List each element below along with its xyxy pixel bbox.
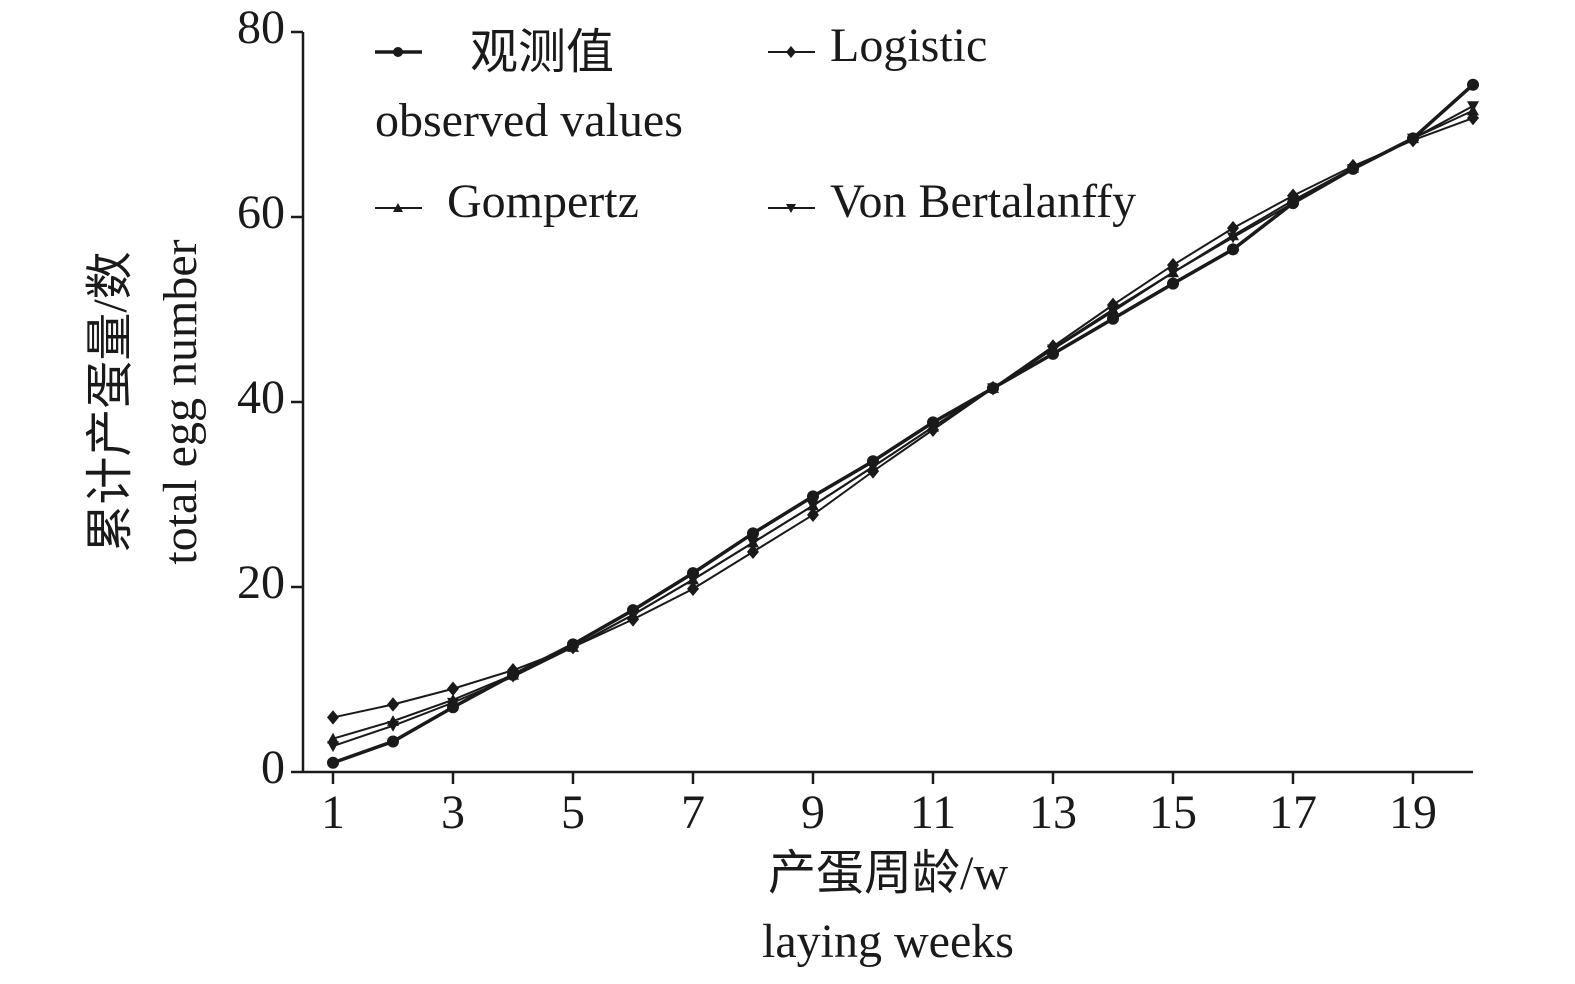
x-tick-label: 19 [1389, 786, 1437, 839]
data-point [327, 710, 339, 725]
legend-label: Gompertz [447, 175, 639, 228]
data-point [1227, 243, 1239, 256]
data-point [447, 681, 459, 696]
data-point [1107, 312, 1119, 325]
data-point [387, 720, 399, 732]
data-point [687, 581, 699, 597]
data-point [1347, 164, 1359, 175]
data-point [1227, 232, 1239, 244]
data-point [747, 527, 759, 540]
data-point [327, 741, 339, 753]
data-point [1467, 78, 1479, 91]
data-point [687, 574, 699, 586]
data-point [1167, 277, 1179, 290]
data-point [327, 732, 339, 744]
data-point [807, 507, 819, 523]
x-tick-label: 1 [321, 786, 345, 839]
data-point [1227, 220, 1239, 236]
data-point [1167, 267, 1179, 279]
data-point [1107, 306, 1119, 318]
legend-label: 观测值 [470, 26, 614, 79]
y-tick-label: 60 [237, 186, 285, 239]
series-line [332, 105, 1474, 748]
data-point [987, 383, 999, 395]
data-point [747, 537, 759, 549]
data-point [807, 490, 819, 503]
legend-marker [786, 46, 796, 58]
x-axis-label: 产蛋周龄/w [768, 847, 1008, 900]
data-point [1287, 198, 1299, 210]
data-point [567, 642, 579, 654]
data-point [1467, 110, 1479, 126]
data-point [327, 756, 339, 769]
x-tick-label: 7 [681, 786, 705, 839]
legend-label: observed values [375, 94, 683, 147]
data-point [1407, 133, 1419, 145]
legend-marker [786, 204, 796, 213]
data-point [387, 697, 399, 712]
y-tick-label: 20 [237, 556, 285, 609]
y-axis-label: total egg number [154, 239, 207, 564]
series-line [332, 117, 1474, 719]
data-point [387, 735, 399, 748]
x-axis-label: laying weeks [762, 915, 1014, 968]
data-point [507, 671, 519, 683]
x-tick-label: 15 [1149, 786, 1197, 839]
legend-label: Von Bertalanffy [830, 175, 1136, 228]
data-point [627, 609, 639, 621]
x-tick-label: 17 [1269, 786, 1317, 839]
data-point [747, 544, 759, 560]
y-axis-label: 累计产蛋量/数 [84, 251, 137, 552]
data-point [867, 461, 879, 473]
x-tick-label: 11 [910, 786, 956, 839]
x-tick-label: 9 [801, 786, 825, 839]
y-tick-label: 80 [237, 1, 285, 54]
data-point [447, 697, 459, 709]
data-point [927, 422, 939, 433]
data-point [807, 500, 819, 512]
y-tick-label: 40 [237, 371, 285, 424]
legend-marker [393, 47, 403, 57]
legend-label: Logistic [830, 19, 987, 72]
y-tick-label: 0 [261, 741, 285, 794]
legend-marker [393, 203, 403, 212]
x-tick-label: 3 [441, 786, 465, 839]
data-point [1467, 101, 1479, 112]
x-tick-label: 13 [1029, 786, 1077, 839]
data-point [1047, 344, 1059, 356]
x-tick-label: 5 [561, 786, 585, 839]
